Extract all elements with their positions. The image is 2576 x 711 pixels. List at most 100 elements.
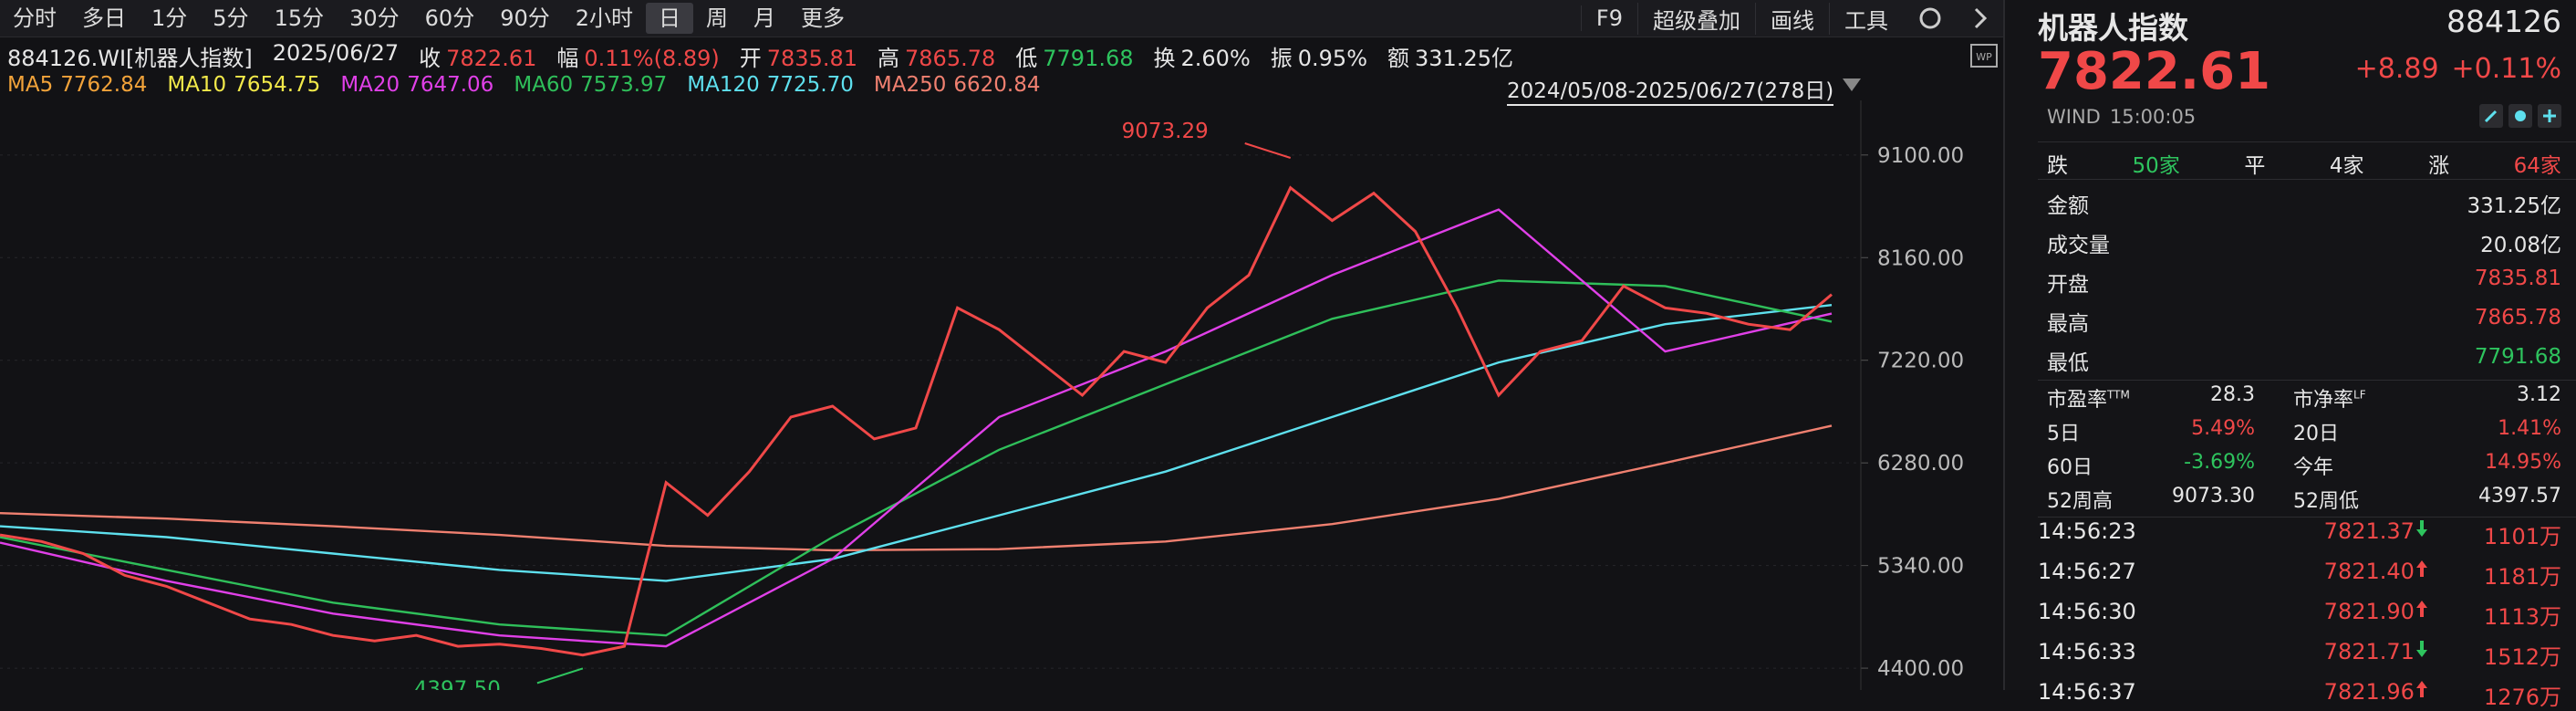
alert-icon[interactable] [2508,104,2532,128]
stat: 市净率LF 3.12 [2293,383,2561,413]
tick-volume: 1181万 [2483,564,2561,590]
tools: F9 超级叠加 画线 工具 [1580,0,2003,37]
ma-value: 6620.84 [953,73,1041,97]
ma-name: MA20 [340,73,400,97]
stat: 市盈率TTM 28.3 [2047,383,2255,413]
separator [2038,141,2576,142]
tab[interactable]: 30分 [349,5,400,31]
tick-time: 14:56:23 [2038,518,2136,544]
wp-icon[interactable]: WP [1970,44,1998,68]
tick-row: 14:56:27 7821.40 1181万 [2038,559,2561,591]
ma-value: 7573.97 [580,73,668,97]
panel-icons [2479,104,2561,128]
info-field: 振 0.95% [1271,40,1367,72]
tick-volume: 1276万 [2483,685,2561,710]
ma-item: MA250 6620.84 [874,73,1041,97]
stat-label: 市净率LF [2293,383,2366,413]
info-label: 收 [419,46,441,71]
tick-price: 7821.90 [2324,599,2429,631]
info-value: 7865.78 [905,46,996,71]
info-value: 7835.81 [766,46,858,71]
tool[interactable]: 工具 [1829,2,1903,35]
next-icon[interactable] [1958,0,2003,37]
edit-icon[interactable] [2479,104,2503,128]
info-field: 换 2.60% [1154,40,1251,72]
stat-value: 5.49% [2191,417,2255,440]
date-range[interactable]: 2024/05/08-2025/06/27(278日) [1507,73,1834,106]
gear [1919,7,1941,29]
tab[interactable]: 月 [753,5,776,31]
separator [2038,517,2576,518]
stat-label-sup: LF [2353,388,2366,402]
ma-name: MA60 [514,73,574,97]
tick-price-value: 7821.37 [2323,518,2415,544]
source-time: 15:00:05 [2109,106,2197,128]
tab[interactable]: 5分 [213,5,249,31]
annotation-label: 9073.29 [1122,120,1209,143]
kline-chart: 9100.00 8160.00 7220.00 6280.00 5340.00 4400.… [0,100,1964,690]
kv-row: 金额 331.25亿 [2047,188,2561,219]
y-tick-label: 5340.00 [1877,555,1964,579]
arrow [2415,520,2427,537]
ma-name: MA10 [167,73,227,97]
tool[interactable]: 超级叠加 [1637,2,1755,35]
tab[interactable]: 1分 [151,5,188,31]
tab[interactable]: 90分 [500,5,550,31]
tick-row: 14:56:30 7821.90 1113万 [2038,599,2561,631]
ma-item: MA120 7725.70 [687,73,854,97]
kv-row: 最低 7791.68 [2047,345,2561,376]
add-icon[interactable] [2538,104,2561,128]
tab[interactable]: 日 [646,3,694,34]
tick-price-value: 7821.40 [2323,559,2415,584]
ma-name: MA250 [873,73,947,97]
stat-label: 60日 [2047,451,2093,480]
tool[interactable]: F9 [1580,5,1637,31]
ma-value: 7725.70 [766,73,854,97]
tick-arrow [2415,520,2427,537]
tab[interactable]: 分时 [13,5,57,31]
tick-price: 7821.40 [2324,559,2429,591]
change: +8.89 +0.11% [2355,53,2561,85]
info-value: 2.60% [1180,46,1251,71]
tab[interactable]: 60分 [424,5,475,31]
separator [2038,380,2576,381]
tick-row: 14:56:33 7821.71 1512万 [2038,639,2561,671]
settings-icon[interactable] [1903,0,1958,37]
range-dropdown[interactable] [1841,77,1863,93]
info-label: 低 [1015,46,1038,71]
arrow [2415,601,2427,617]
stat: 5日 5.49% [2047,417,2255,446]
breadth-label: 平 [2244,154,2266,178]
tick-time: 14:56:33 [2038,639,2136,664]
kv-label: 开盘 [2047,273,2089,297]
annotation-arrow [536,667,584,685]
price: 7822.61 [2038,42,2271,101]
tab[interactable]: 多日 [82,5,126,31]
y-tick-label: 6280.00 [1877,452,1964,476]
code: 884126.WI[机器人指数] [7,46,253,71]
kv-label: 最高 [2047,312,2089,336]
breadth-label: 涨 [2428,154,2450,178]
tab[interactable]: 2小时 [575,5,634,31]
tick-price-value: 7821.96 [2323,679,2415,705]
kv-row: 最高 7865.78 [2047,306,2561,337]
info-value: 7822.61 [446,46,537,71]
info-value: 0.11%(8.89) [584,46,720,71]
stat-value: 1.41% [2498,417,2561,440]
annotation-arrow [1244,142,1292,159]
tick-price-value: 7821.71 [2323,639,2415,664]
stat-label-text: 今年 [2293,456,2334,479]
arrow [2415,641,2427,657]
tab[interactable]: 周 [706,5,729,31]
tool[interactable]: 画线 [1755,2,1829,35]
tab[interactable]: 15分 [274,5,325,31]
stat-label-sup: TTM [2107,388,2130,402]
stat-value: 4397.57 [2478,485,2561,507]
line-ma120 [0,304,1833,582]
quote-panel: 机器人指数 884126 7822.61 +8.89 +0.11% WIND 1… [2003,0,2576,710]
ma-item: MA20 7647.06 [340,73,493,97]
info-label: 振 [1270,46,1293,71]
tab[interactable]: 更多 [801,5,846,31]
stat-value: -3.69% [2184,451,2255,474]
